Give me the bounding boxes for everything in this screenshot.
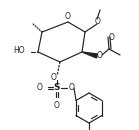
- Text: O: O: [54, 102, 60, 110]
- Text: O: O: [97, 50, 103, 60]
- Text: O: O: [65, 11, 71, 21]
- Polygon shape: [82, 52, 98, 58]
- Text: S: S: [54, 83, 60, 93]
- Text: O: O: [37, 83, 43, 93]
- Text: O: O: [69, 83, 75, 93]
- Text: O: O: [51, 73, 57, 83]
- Text: O: O: [109, 32, 115, 41]
- Text: HO: HO: [13, 46, 25, 54]
- Text: O: O: [95, 17, 101, 25]
